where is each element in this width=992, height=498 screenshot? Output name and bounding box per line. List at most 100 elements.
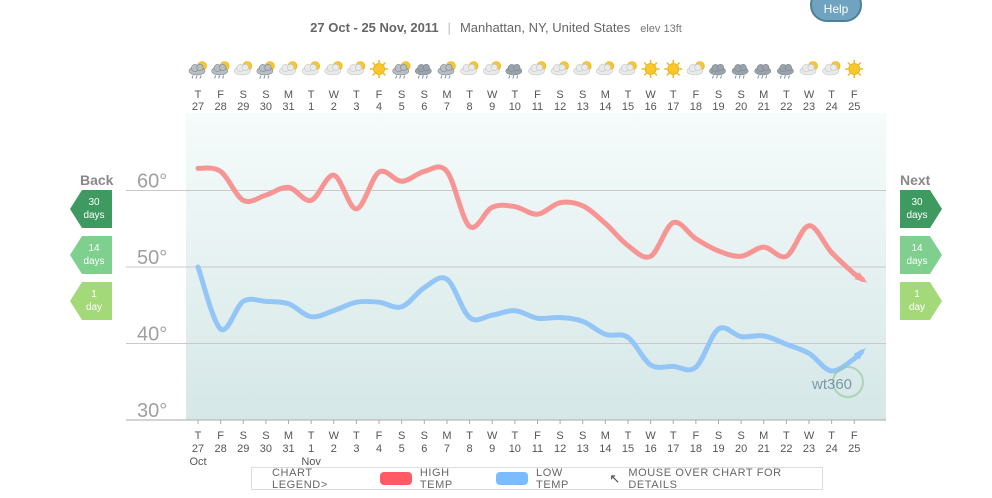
back-1-unit: day: [85, 302, 103, 313]
sun-cloud-showers-icon: [256, 61, 275, 79]
bottom-day-label: S: [262, 430, 269, 442]
bottom-day-label: T: [670, 430, 677, 442]
bottom-date-label: 12: [554, 443, 566, 455]
top-day-label: F: [376, 89, 383, 101]
sun-cloud-icon: [528, 61, 547, 76]
top-day-label: F: [692, 89, 699, 101]
bottom-date-label: 3: [353, 443, 359, 455]
top-day-label: T: [670, 89, 677, 101]
sun-cloud-icon: [233, 61, 253, 76]
chart-header: 27 Oct - 25 Nov, 2011 | Manhattan, NY, Uni…: [0, 20, 992, 35]
next-30-days-button[interactable]: 30 days: [900, 190, 956, 228]
wt360-logo: wt360: [811, 366, 864, 398]
month-label: Oct: [189, 456, 206, 465]
top-day-label: S: [556, 89, 563, 101]
wt360-watermark: wt360: [811, 376, 852, 393]
top-date-label: 2: [331, 101, 337, 113]
sun-cloud-icon: [596, 61, 615, 76]
next-14-days-button[interactable]: 14 days: [900, 236, 956, 274]
bottom-date-label: 16: [644, 443, 656, 455]
bottom-day-label: T: [511, 430, 518, 442]
top-date-label: 28: [215, 101, 227, 113]
bottom-day-label: S: [737, 430, 744, 442]
bottom-date-label: 30: [260, 443, 272, 455]
bottom-day-label: T: [353, 430, 360, 442]
bottom-date-label: 15: [622, 443, 634, 455]
top-day-label: M: [284, 89, 293, 101]
bottom-date-label: 25: [848, 443, 860, 455]
next-1-unit: day: [908, 302, 926, 313]
top-date-label: 23: [803, 101, 815, 113]
bottom-date-label: 14: [599, 443, 611, 455]
top-day-label: W: [329, 89, 340, 101]
top-day-label: T: [195, 89, 202, 101]
low-temp-line[interactable]: [195, 264, 857, 374]
top-day-label: S: [240, 89, 247, 101]
bottom-day-label: W: [329, 430, 340, 442]
top-date-label: 8: [466, 101, 472, 113]
top-date-label: 7: [444, 101, 450, 113]
top-day-label: M: [759, 89, 768, 101]
high-temp-swatch: [379, 472, 412, 485]
cloud-showers-icon: [709, 64, 726, 79]
sun-cloud-showers-icon: [437, 61, 456, 79]
sun-cloud-showers-icon: [392, 61, 411, 79]
back-14-unit: days: [83, 256, 105, 267]
y-tick-label: 50°: [137, 247, 167, 269]
top-date-label: 27: [192, 101, 204, 113]
top-date-label: 4: [376, 101, 382, 113]
top-date-label: 11: [532, 101, 543, 113]
top-day-label: W: [804, 89, 815, 101]
bottom-day-label: W: [645, 430, 656, 442]
chart-legend: CHART LEGEND> HIGH TEMP LOW TEMP ↖ MOUSE…: [251, 466, 823, 491]
bottom-date-label: 17: [667, 443, 679, 455]
top-date-label: 15: [622, 101, 634, 113]
bottom-day-label: S: [398, 430, 405, 442]
bottom-day-label: F: [851, 430, 858, 442]
bottom-date-label: 11: [532, 443, 543, 455]
top-date-label: 30: [260, 101, 272, 113]
bottom-date-label: 6: [421, 443, 427, 455]
sun-cloud-icon: [573, 61, 592, 76]
top-date-label: 21: [758, 101, 770, 113]
bottom-date-label: 19: [712, 443, 724, 455]
top-day-label: S: [737, 89, 744, 101]
top-date-label: 9: [489, 101, 495, 113]
location: Manhattan, NY, United States: [459, 20, 631, 35]
cursor-icon: ↖: [609, 470, 621, 486]
back-1-num: 1: [91, 289, 97, 300]
bottom-day-label: M: [759, 430, 768, 442]
high-temp-line[interactable]: [195, 164, 857, 277]
top-day-label: W: [645, 89, 656, 101]
sun-cloud-icon: [618, 61, 637, 76]
sun-cloud-icon: [324, 61, 343, 76]
bottom-day-label: W: [487, 430, 498, 442]
bottom-date-label: 28: [215, 443, 227, 455]
next-1-day-button[interactable]: 1 day: [900, 282, 956, 320]
bottom-day-label: S: [579, 430, 586, 442]
back-label: Back: [80, 172, 114, 188]
bottom-date-label: 20: [735, 443, 747, 455]
sun-cloud-icon: [482, 61, 501, 76]
back-30-days-button[interactable]: 30 days: [70, 190, 126, 228]
back-1-day-button[interactable]: 1 day: [70, 282, 126, 320]
back-14-days-button[interactable]: 14 days: [70, 236, 126, 274]
top-date-label: 6: [421, 101, 427, 113]
bottom-date-label: 18: [690, 443, 702, 455]
help-button[interactable]: Help: [810, 0, 862, 22]
next-label: Next: [900, 172, 931, 188]
bottom-date-label: 13: [577, 443, 589, 455]
weather-chart[interactable]: 60°50°40°30°T27T27OctF28F28S29S29S30S30M…: [0, 0, 992, 465]
cloud-showers-icon: [505, 64, 523, 79]
top-day-label: T: [828, 89, 835, 101]
next-30-unit: days: [906, 210, 928, 221]
bottom-day-label: T: [466, 430, 473, 442]
next-14-num: 14: [911, 243, 923, 254]
top-date-label: 10: [509, 101, 521, 113]
bottom-day-label: F: [376, 430, 383, 442]
top-day-label: W: [487, 89, 498, 101]
high-temp-label: HIGH TEMP: [419, 466, 453, 491]
top-date-label: 16: [644, 101, 656, 113]
bottom-day-label: T: [783, 430, 790, 442]
bottom-day-label: F: [217, 430, 224, 442]
